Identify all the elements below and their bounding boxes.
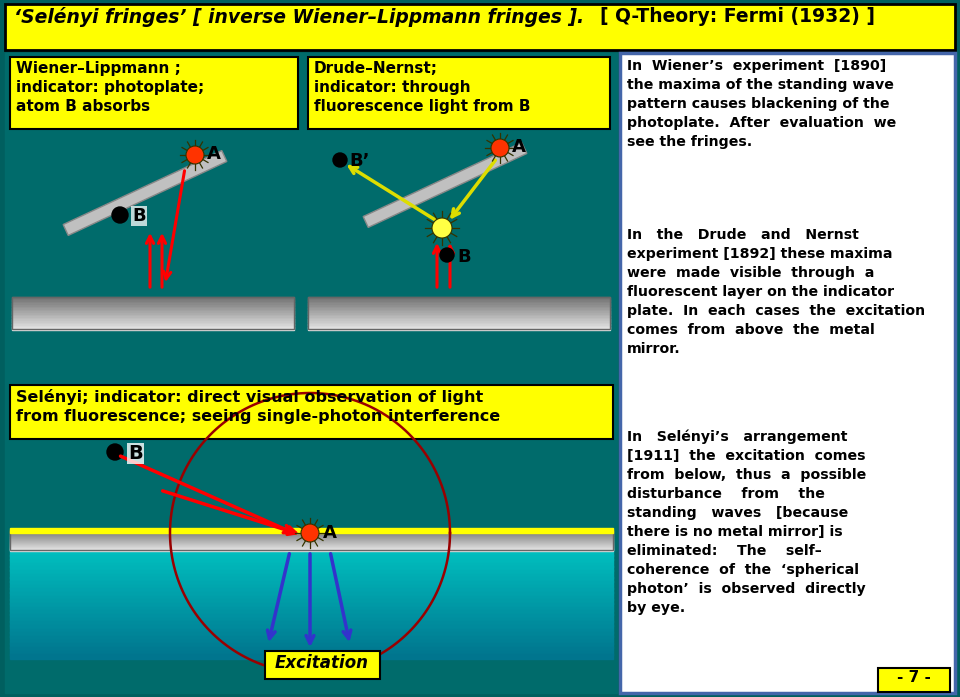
Bar [12,313,294,315]
Bar [10,539,613,540]
Bar [10,535,613,537]
Circle shape [186,146,204,164]
Polygon shape [363,143,527,227]
Bar [308,297,610,299]
Bar [10,541,613,542]
Bar [10,611,613,615]
Bar [308,319,610,321]
Bar [10,556,613,560]
Text: A: A [207,145,221,163]
Bar [10,581,613,585]
Bar [308,313,610,315]
Bar [10,530,613,532]
Bar [878,668,950,692]
Bar [308,307,610,309]
Bar [12,328,294,330]
Bar [10,618,613,622]
Bar [10,543,613,544]
Bar [10,606,613,611]
Text: In  Wiener’s  experiment  [1890]
the maxima of the standing wave
pattern causes : In Wiener’s experiment [1890] the maxima… [627,59,897,148]
Bar [10,545,613,546]
Bar [620,53,955,693]
Bar [10,532,613,533]
Text: In   the   Drude   and   Nernst
experiment [1892] these maxima
were  made  visib: In the Drude and Nernst experiment [1892… [627,228,925,355]
Bar [308,302,610,304]
Bar [10,621,613,625]
Bar [308,323,610,325]
Bar [10,547,613,549]
Circle shape [491,139,509,157]
Bar [12,297,294,299]
Bar [10,546,613,548]
Bar [10,585,613,589]
Circle shape [440,248,454,262]
Bar [12,300,294,302]
Text: Excitation: Excitation [275,654,369,672]
Bar [308,321,610,323]
Bar [12,318,294,320]
Bar [10,57,298,129]
Bar [10,549,613,551]
Bar [10,533,613,535]
Bar [10,636,613,640]
Bar [308,298,610,300]
Bar [10,570,613,574]
Bar [12,309,294,312]
Bar [10,588,613,592]
Bar [10,542,613,544]
Circle shape [301,524,319,542]
Bar [12,321,294,323]
Bar [308,316,610,319]
Bar [10,647,613,651]
Bar [10,640,613,644]
Bar [10,567,613,571]
Bar [10,544,613,546]
Text: Drude–Nernst;
indicator: through
fluorescence light from B: Drude–Nernst; indicator: through fluores… [314,61,531,114]
Text: ‘Selényi fringes’ [ inverse Wiener–Lippmann fringes ].: ‘Selényi fringes’ [ inverse Wiener–Lippm… [14,7,584,27]
Bar [12,308,294,310]
Bar [10,632,613,636]
Bar [308,305,610,307]
Bar [12,319,294,321]
Bar [10,540,613,542]
Bar [265,651,380,679]
Bar [12,302,294,304]
Bar [10,534,613,535]
Bar [12,297,294,329]
Bar [10,528,613,533]
Circle shape [432,218,452,238]
Text: In   Selényi’s   arrangement
[1911]  the  excitation  comes
from  below,  thus  : In Selényi’s arrangement [1911] the exci… [627,430,866,615]
Bar [12,323,294,325]
Bar [10,530,613,550]
Bar [308,297,610,329]
Bar [12,303,294,305]
Bar [12,314,294,316]
Bar [12,324,294,326]
Bar [12,316,294,319]
Bar [10,562,613,567]
Circle shape [107,444,123,460]
Text: A: A [512,138,526,156]
Bar [308,324,610,326]
Bar [10,538,613,539]
Bar [10,574,613,578]
Bar [12,325,294,328]
Bar [10,625,613,629]
Bar [10,559,613,563]
Text: B: B [128,444,143,463]
Circle shape [112,207,128,223]
Bar [308,325,610,328]
Text: B: B [457,248,470,266]
Bar [10,643,613,648]
Bar [12,312,294,314]
Bar [10,537,613,539]
Text: - 7 -: - 7 - [897,670,931,685]
Bar [308,300,610,302]
Bar [10,548,613,549]
Bar [10,577,613,581]
Bar [10,596,613,600]
Bar [308,309,610,312]
Text: Wiener–Lippmann ;
indicator: photoplate;
atom B absorbs: Wiener–Lippmann ; indicator: photoplate;… [16,61,204,114]
Bar [12,307,294,309]
Bar [10,536,613,537]
